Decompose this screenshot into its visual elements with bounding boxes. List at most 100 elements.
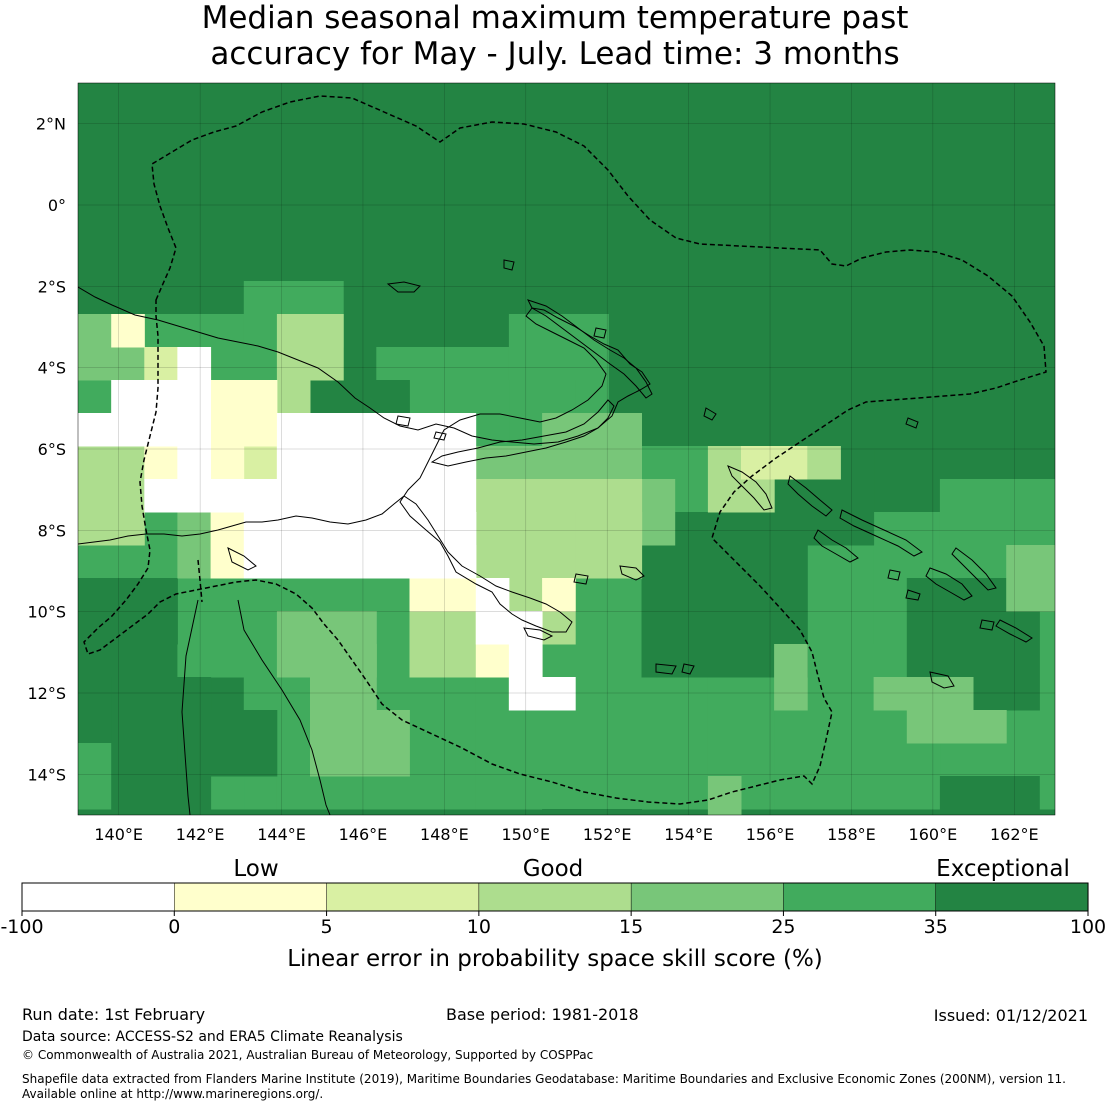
lon-tick-label: 146°E xyxy=(339,825,388,844)
colorbar: Low Good Exceptional -100 0 5 10 15 25 35 100 Lin… xyxy=(0,856,1106,972)
skill-cell xyxy=(276,314,344,381)
run-date: Run date: 1st February xyxy=(22,1005,206,1024)
colorbar-category-label: Exceptional xyxy=(936,856,1070,882)
coastline-cape-york xyxy=(181,599,331,815)
skill-cell xyxy=(542,578,576,612)
lat-tick-label: 6°S xyxy=(38,440,66,459)
lat-tick-label: 8°S xyxy=(38,521,66,540)
colorbar-title: Linear error in probability space skill … xyxy=(287,946,823,972)
lon-tick-label: 152°E xyxy=(583,825,632,844)
longitude-tick-labels: 140°E 142°E 144°E 146°E 148°E 150°E 152°E 154°E… xyxy=(94,825,1038,844)
skill-cell xyxy=(177,347,211,414)
coastline-solomon-islands xyxy=(787,475,1033,643)
skill-cell xyxy=(508,677,576,711)
skill-cell xyxy=(707,776,742,815)
skill-cell xyxy=(906,710,1007,744)
eez-boundary-australia-png xyxy=(197,559,203,603)
lon-tick-label: 162°E xyxy=(990,825,1039,844)
colorbar-swatch xyxy=(174,882,328,912)
lon-tick-label: 144°E xyxy=(257,825,306,844)
skill-cell xyxy=(78,413,112,447)
skill-cell xyxy=(939,479,1055,546)
eez-boundary-png xyxy=(83,95,1047,805)
colorbar-category-labels: Low Good Exceptional xyxy=(233,856,1069,882)
lon-tick-label: 154°E xyxy=(664,825,713,844)
skill-cell xyxy=(343,545,410,579)
colorbar-swatch xyxy=(21,882,175,912)
lat-tick-label: 2°S xyxy=(38,277,66,296)
skill-cell xyxy=(310,710,410,777)
colorbar-swatch xyxy=(326,882,480,912)
lat-tick-label: 0° xyxy=(48,196,66,215)
coastline-new-ireland xyxy=(527,299,653,399)
copyright: © Commonwealth of Australia 2021, Austra… xyxy=(22,1048,594,1062)
skill-cell xyxy=(1006,545,1055,612)
lat-tick-label: 4°S xyxy=(38,359,66,378)
skill-cell xyxy=(741,446,808,480)
colorbar-boundary-label: 100 xyxy=(1070,916,1106,938)
skill-cell xyxy=(78,578,178,645)
colorbar-swatches xyxy=(21,882,1089,912)
lon-tick-label: 156°E xyxy=(746,825,795,844)
lon-tick-label: 140°E xyxy=(94,825,143,844)
coastline-bougainville xyxy=(727,465,773,511)
skill-cell xyxy=(442,512,477,579)
lat-tick-label: 14°S xyxy=(27,765,66,784)
lat-tick-label: 12°S xyxy=(27,684,66,703)
skill-cell xyxy=(939,776,1040,810)
colorbar-boundary-label: -100 xyxy=(0,916,43,938)
colorbar-boundary-label: 35 xyxy=(924,916,948,938)
lon-tick-label: 150°E xyxy=(501,825,550,844)
skill-cell xyxy=(542,413,642,480)
colorbar-frame xyxy=(21,882,1089,912)
coastline-small-islands xyxy=(227,259,995,689)
latitude-tick-labels: 2°N 0° 2°S 4°S 6°S 8°S 10°S 12°S 14°S xyxy=(27,115,66,785)
skill-cell xyxy=(310,644,377,711)
skill-cell xyxy=(144,479,212,513)
lon-tick-label: 160°E xyxy=(909,825,958,844)
coastline-new-guinea xyxy=(78,286,651,633)
colorbar-swatch xyxy=(783,882,937,912)
skill-cell xyxy=(177,446,211,480)
issued-date: Issued: 01/12/2021 xyxy=(933,1006,1088,1025)
skill-cell xyxy=(243,512,344,579)
map-frame xyxy=(77,82,1056,816)
lon-tick-label: 158°E xyxy=(827,825,876,844)
base-period: Base period: 1981-2018 xyxy=(446,1005,639,1024)
chart-title: Median seasonal maximum temperature past… xyxy=(0,0,1110,72)
graticule xyxy=(78,83,1055,815)
skill-grid xyxy=(78,281,1055,815)
title-line-1: Median seasonal maximum temperature past xyxy=(201,0,909,36)
coastline-new-britain xyxy=(430,399,615,467)
shapefile-credit-line-2: Available online at http://www.marinereg… xyxy=(22,1087,324,1101)
skill-cell xyxy=(376,413,477,513)
lon-tick-label: 148°E xyxy=(420,825,469,844)
skill-cell xyxy=(575,512,643,579)
colorbar-boundary-label: 0 xyxy=(168,916,180,938)
skill-cell xyxy=(807,446,841,480)
colorbar-boundary-label: 25 xyxy=(771,916,795,938)
skill-cell xyxy=(210,479,278,513)
colorbar-boundary-label: 15 xyxy=(619,916,643,938)
colorbar-boundary-label: 5 xyxy=(321,916,333,938)
colorbar-boundary-label: 10 xyxy=(467,916,491,938)
title-line-2: accuracy for May - July. Lead time: 3 mo… xyxy=(210,36,900,72)
colorbar-category-label: Low xyxy=(233,856,278,882)
skill-cell xyxy=(475,578,510,645)
skill-cell xyxy=(542,809,642,815)
eez-boundary xyxy=(83,95,1047,805)
colorbar-swatch xyxy=(630,882,784,912)
skill-cell xyxy=(111,314,145,348)
map-area xyxy=(77,82,1056,816)
colorbar-swatch xyxy=(935,882,1089,912)
data-source: Data source: ACCESS-S2 and ERA5 Climate … xyxy=(22,1029,403,1045)
skill-cell xyxy=(873,677,974,711)
skill-cell xyxy=(774,644,808,711)
colorbar-category-label: Good xyxy=(523,856,584,882)
coastlines xyxy=(78,259,1033,815)
lat-tick-label: 2°N xyxy=(36,115,66,134)
colorbar-boundary-labels: -100 0 5 10 15 25 35 100 xyxy=(0,911,1106,938)
skill-cell xyxy=(78,446,145,513)
lon-tick-label: 142°E xyxy=(176,825,225,844)
